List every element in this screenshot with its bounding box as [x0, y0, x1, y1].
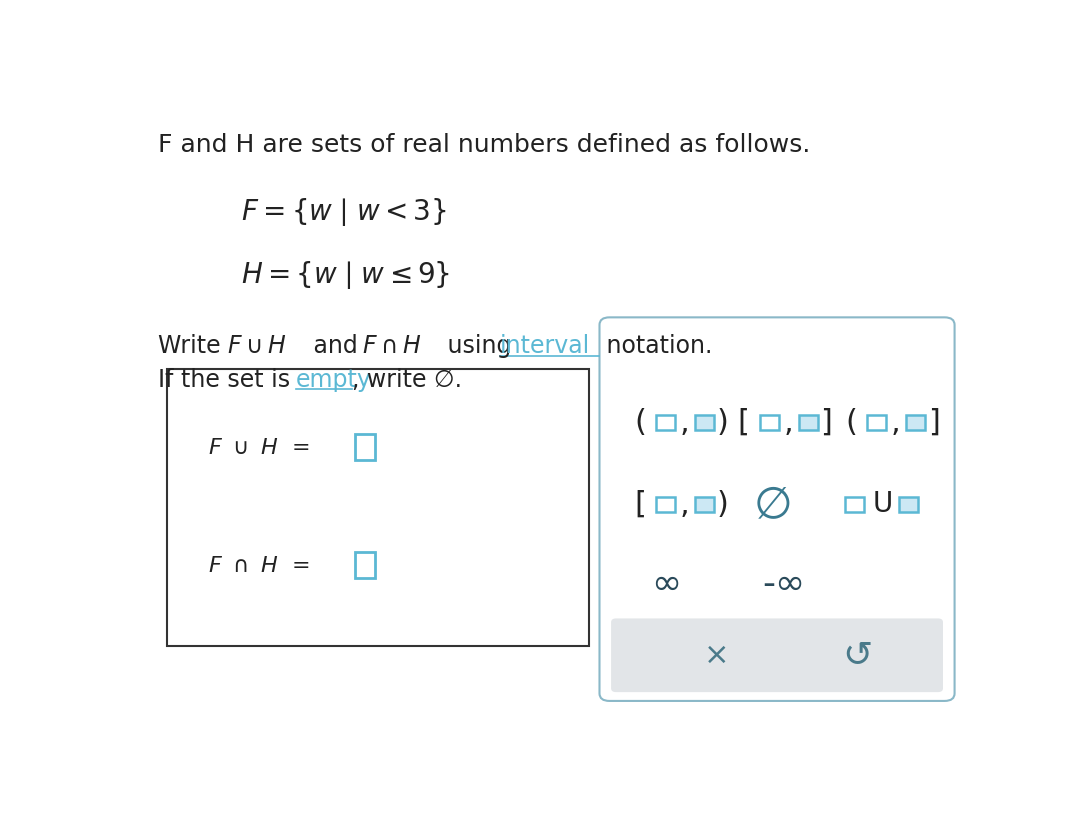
FancyBboxPatch shape: [656, 416, 675, 429]
FancyBboxPatch shape: [695, 497, 714, 512]
FancyBboxPatch shape: [356, 434, 375, 461]
Text: Write: Write: [158, 335, 229, 358]
Text: [: [: [634, 490, 646, 519]
Text: ,: ,: [680, 490, 690, 519]
FancyBboxPatch shape: [799, 416, 818, 429]
Text: (: (: [634, 408, 646, 437]
FancyBboxPatch shape: [695, 416, 714, 429]
Text: ↺: ↺: [843, 638, 873, 672]
Text: ∅: ∅: [754, 483, 792, 526]
Text: ,: ,: [783, 408, 794, 437]
Text: ∞: ∞: [650, 568, 680, 601]
Text: empty: empty: [296, 368, 372, 392]
Text: (: (: [845, 408, 858, 437]
Text: ,: ,: [891, 408, 900, 437]
Text: $F\ \cup\ H$  =: $F\ \cup\ H$ =: [208, 438, 310, 458]
Text: interval: interval: [500, 335, 591, 358]
FancyBboxPatch shape: [906, 416, 925, 429]
FancyBboxPatch shape: [599, 317, 955, 701]
FancyBboxPatch shape: [656, 497, 675, 512]
Text: -∞: -∞: [763, 568, 805, 601]
FancyBboxPatch shape: [759, 416, 779, 429]
Text: F and H are sets of real numbers defined as follows.: F and H are sets of real numbers defined…: [158, 133, 811, 157]
Text: using: using: [440, 335, 519, 358]
Text: $F\cup H$: $F\cup H$: [227, 335, 286, 358]
Text: , write ∅.: , write ∅.: [352, 368, 462, 392]
Text: If the set is: If the set is: [158, 368, 298, 392]
Text: ]: ]: [928, 408, 940, 437]
FancyBboxPatch shape: [167, 369, 588, 646]
Text: and: and: [305, 335, 365, 358]
FancyBboxPatch shape: [898, 497, 917, 512]
Text: U: U: [873, 491, 893, 519]
FancyBboxPatch shape: [845, 497, 864, 512]
Text: ): ): [717, 408, 728, 437]
Text: $F=\{w\mid w<3\}$: $F=\{w\mid w<3\}$: [241, 196, 446, 227]
FancyBboxPatch shape: [611, 618, 943, 692]
Text: $H=\{w\mid w\leq9\}$: $H=\{w\mid w\leq9\}$: [241, 258, 451, 290]
Text: ,: ,: [680, 408, 690, 437]
Text: ]: ]: [820, 408, 832, 437]
Text: ×: ×: [704, 640, 729, 670]
Text: ): ): [717, 490, 728, 519]
Text: notation.: notation.: [599, 335, 712, 358]
FancyBboxPatch shape: [356, 551, 375, 578]
Text: $F\cap H$: $F\cap H$: [362, 335, 421, 358]
Text: [: [: [738, 408, 750, 437]
Text: $F\ \cap\ H$  =: $F\ \cap\ H$ =: [208, 555, 310, 576]
FancyBboxPatch shape: [867, 416, 886, 429]
